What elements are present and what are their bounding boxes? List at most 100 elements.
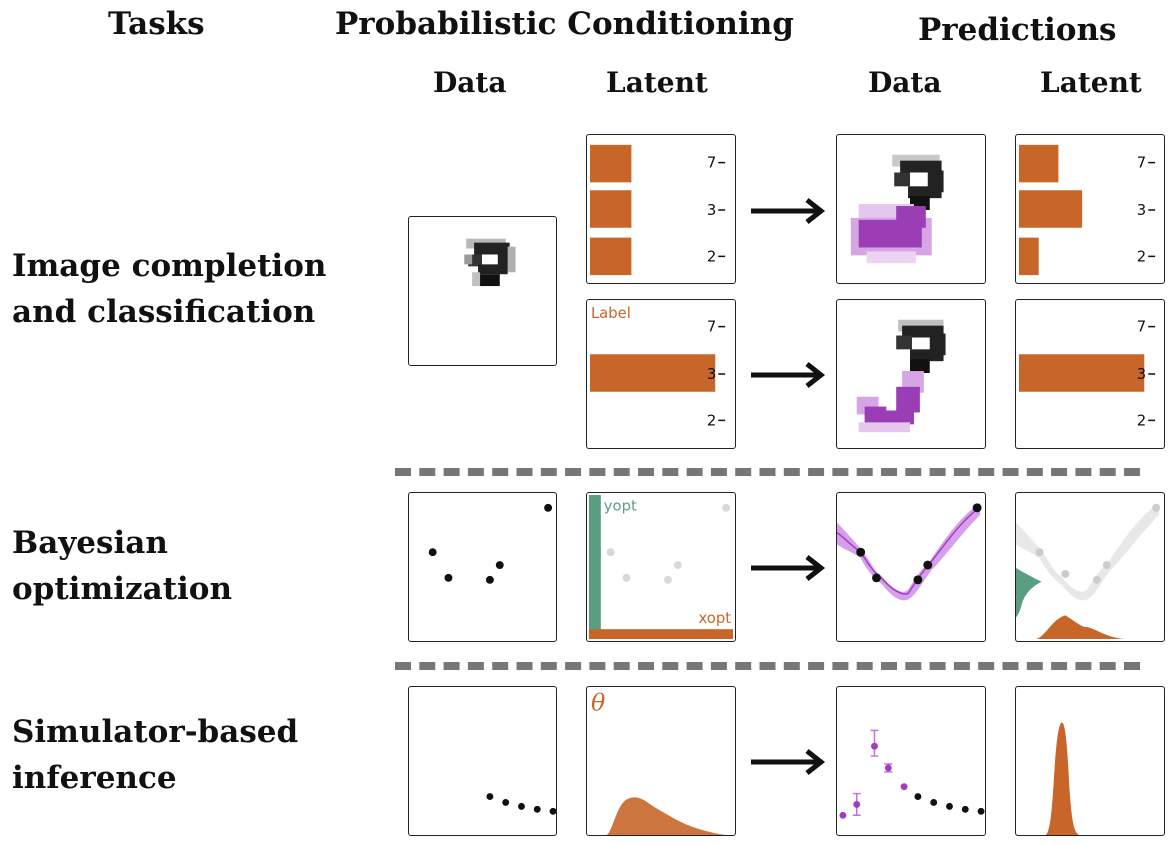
divider-2 xyxy=(395,662,1140,670)
bar-3 xyxy=(1018,354,1145,392)
pred-point xyxy=(900,783,908,791)
bar-3 xyxy=(589,190,632,228)
tick-7: 7 xyxy=(707,319,716,336)
ghost-point xyxy=(1092,575,1101,584)
header-probabilistic-conditioning: Probabilistic Conditioning xyxy=(335,6,794,42)
data-point xyxy=(977,807,985,815)
data-point xyxy=(872,573,881,583)
label-annotation: Label xyxy=(591,305,631,322)
tick-3: 3 xyxy=(1137,202,1146,219)
ghost-point xyxy=(1035,548,1044,557)
tick-7: 7 xyxy=(1137,319,1146,336)
arrow-right-icon xyxy=(751,749,826,775)
panel-latent-bars-equal: 7 3 2 xyxy=(586,134,736,284)
divider-1 xyxy=(395,468,1140,476)
header-pred-latent: Latent xyxy=(1040,66,1142,99)
tick-2: 2 xyxy=(1137,412,1146,429)
task-image-completion: Image completion and classification xyxy=(12,243,326,335)
ghost-point xyxy=(722,503,731,512)
panel-bo-data xyxy=(408,492,557,642)
task-line: Image completion xyxy=(12,248,327,284)
task-line: Bayesian xyxy=(12,525,168,561)
digit-stroke xyxy=(896,319,946,374)
data-point xyxy=(544,503,553,512)
arrow-right-icon xyxy=(751,198,826,224)
panel-predicted-digit-2 xyxy=(836,134,986,284)
panel-sbi-latent: θ xyxy=(586,686,736,836)
ghost-point xyxy=(663,575,672,584)
digit-stroke xyxy=(892,154,944,210)
ghost-point xyxy=(1102,561,1111,569)
data-point xyxy=(486,793,494,800)
panel-predicted-latent-bars: 7 3 2 xyxy=(1015,134,1165,284)
predicted-fill xyxy=(856,371,924,433)
ghost-point xyxy=(1061,569,1070,578)
panel-latent-label: Label 7 3 2 xyxy=(586,299,736,449)
bar-7 xyxy=(1018,144,1059,183)
task-bayesian-optimization: Bayesian optimization xyxy=(12,520,232,612)
digit-stroke xyxy=(464,238,516,287)
posterior-density xyxy=(1045,722,1080,835)
data-point xyxy=(923,560,933,570)
panel-sbi-data xyxy=(408,686,557,836)
header-tasks: Tasks xyxy=(108,6,205,42)
arrow-right-icon xyxy=(751,362,826,388)
panel-bo-pred-latent xyxy=(1015,492,1165,642)
header-predictions: Predictions xyxy=(918,12,1117,48)
data-point xyxy=(946,802,953,810)
tick-3: 3 xyxy=(1137,366,1146,383)
data-point xyxy=(485,575,494,584)
ghost-point xyxy=(673,561,682,569)
pred-point xyxy=(884,764,892,772)
ghost-point xyxy=(1152,503,1161,512)
task-line: and classification xyxy=(12,294,316,330)
yopt-density xyxy=(1016,567,1042,618)
task-line: inference xyxy=(12,760,177,796)
task-simulator-based-inference: Simulator-based inference xyxy=(12,709,298,801)
data-point xyxy=(444,573,453,582)
pred-point xyxy=(871,742,878,750)
bar-2 xyxy=(589,237,632,276)
predicted-fill xyxy=(850,204,932,264)
data-point xyxy=(502,798,510,806)
ghost-point xyxy=(622,573,631,582)
xopt-annotation: xopt xyxy=(698,610,731,627)
bar-3 xyxy=(1018,190,1083,228)
tick-3: 3 xyxy=(707,202,716,219)
data-point xyxy=(856,547,866,557)
ghost-point xyxy=(606,548,615,557)
header-cond-data: Data xyxy=(433,66,507,99)
xopt-density xyxy=(1035,615,1125,640)
panel-predicted-latent-label: 7 3 2 xyxy=(1015,299,1165,449)
panel-bo-prediction xyxy=(836,492,986,642)
header-pred-data: Data xyxy=(868,66,942,99)
xopt-bar xyxy=(588,629,734,640)
bar-2 xyxy=(1018,237,1039,276)
data-point xyxy=(549,807,556,815)
data-point xyxy=(518,802,525,810)
data-point xyxy=(930,798,938,806)
tick-2: 2 xyxy=(707,248,716,265)
prior-density xyxy=(606,797,726,835)
data-point xyxy=(972,503,982,513)
panel-predicted-digit-3 xyxy=(836,299,986,449)
ghost-band xyxy=(1016,502,1160,601)
panel-sbi-prediction xyxy=(836,686,986,836)
data-point xyxy=(533,805,541,813)
tick-7: 7 xyxy=(707,155,716,172)
tick-7: 7 xyxy=(1137,155,1146,172)
header-cond-latent: Latent xyxy=(606,66,708,99)
data-point xyxy=(914,793,922,800)
pred-point xyxy=(839,811,847,819)
panel-partial-digit xyxy=(408,216,557,366)
bar-7 xyxy=(589,144,632,183)
panel-bo-latent: yopt xopt xyxy=(586,492,736,642)
theta-annotation: θ xyxy=(591,689,605,717)
data-point xyxy=(913,575,923,585)
data-point xyxy=(428,548,437,557)
data-point xyxy=(495,561,504,569)
tick-3: 3 xyxy=(707,366,716,383)
arrow-right-icon xyxy=(751,555,826,581)
data-point xyxy=(961,805,969,813)
tick-2: 2 xyxy=(1137,248,1146,265)
